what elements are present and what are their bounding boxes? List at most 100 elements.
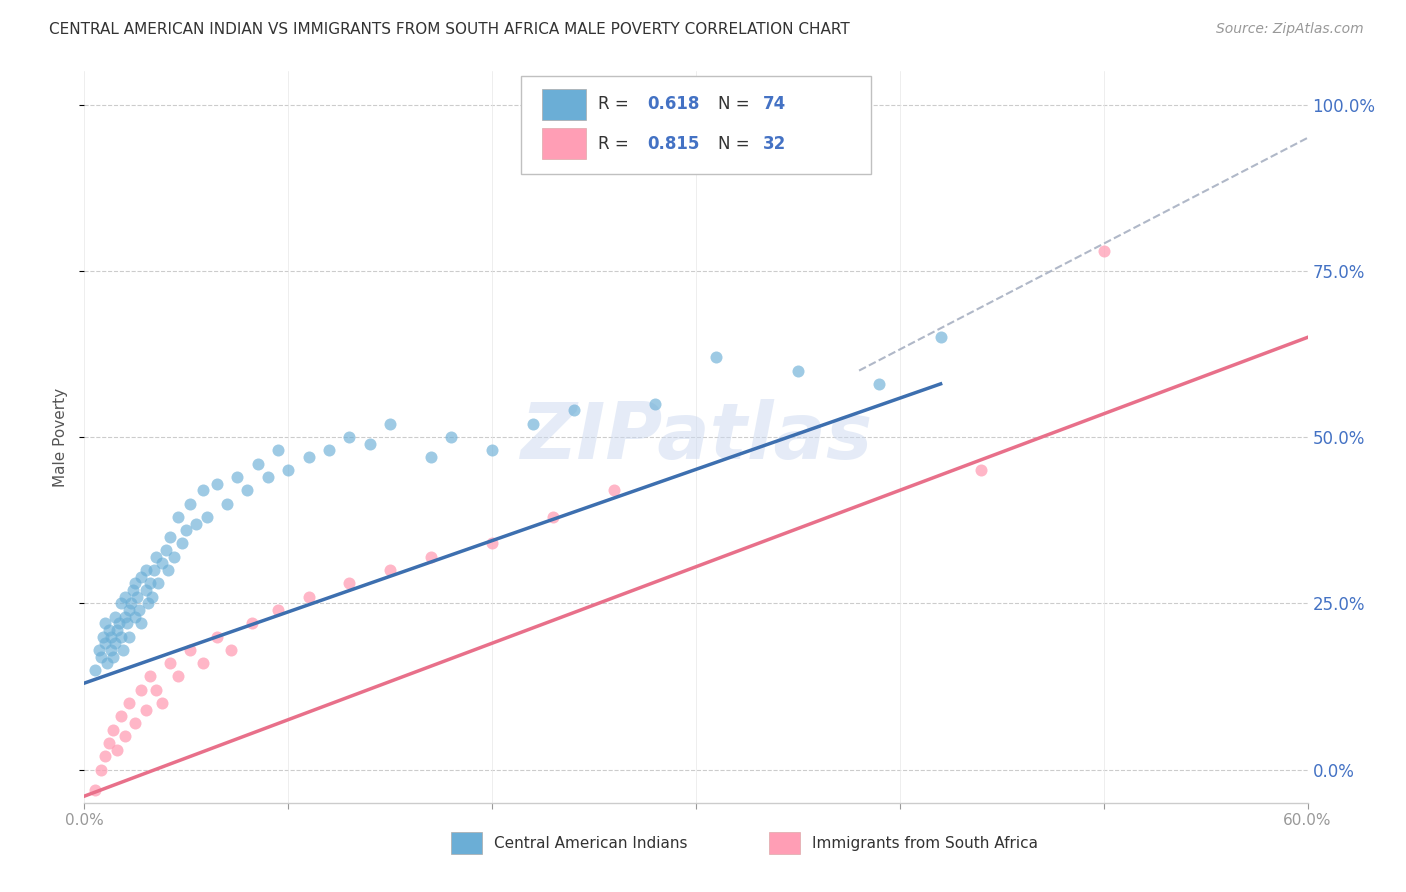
Point xyxy=(603,483,626,498)
Point xyxy=(110,709,132,723)
Point xyxy=(105,623,128,637)
Text: 0.815: 0.815 xyxy=(647,135,699,153)
Point xyxy=(163,549,186,564)
Point xyxy=(562,403,585,417)
Point xyxy=(136,596,159,610)
Point xyxy=(97,736,120,750)
Point xyxy=(100,630,122,644)
Point xyxy=(118,630,141,644)
Point xyxy=(267,443,290,458)
Point xyxy=(142,563,165,577)
FancyBboxPatch shape xyxy=(522,77,870,175)
Point xyxy=(104,609,127,624)
Point xyxy=(318,443,340,458)
Point xyxy=(420,549,443,564)
Point xyxy=(257,470,280,484)
Point xyxy=(246,457,269,471)
Point xyxy=(150,557,173,571)
Point xyxy=(108,616,131,631)
Point xyxy=(159,530,181,544)
Point xyxy=(145,549,167,564)
Point xyxy=(167,669,190,683)
Point xyxy=(100,643,122,657)
Point xyxy=(869,376,891,391)
Point xyxy=(87,643,110,657)
Point xyxy=(135,582,157,597)
Point xyxy=(141,590,163,604)
Point xyxy=(277,463,299,477)
Point xyxy=(156,563,179,577)
Text: R =: R = xyxy=(598,135,634,153)
Point xyxy=(146,576,169,591)
Y-axis label: Male Poverty: Male Poverty xyxy=(53,387,69,487)
Point xyxy=(298,450,321,464)
Point xyxy=(1092,244,1115,258)
Point xyxy=(929,330,952,344)
Point xyxy=(131,570,153,584)
Point xyxy=(114,609,136,624)
Point xyxy=(159,656,181,670)
Text: CENTRAL AMERICAN INDIAN VS IMMIGRANTS FROM SOUTH AFRICA MALE POVERTY CORRELATION: CENTRAL AMERICAN INDIAN VS IMMIGRANTS FR… xyxy=(49,22,851,37)
Point xyxy=(118,696,141,710)
Point xyxy=(191,656,214,670)
Point xyxy=(179,643,201,657)
Point xyxy=(174,523,197,537)
Point xyxy=(131,682,153,697)
Text: R =: R = xyxy=(598,95,634,113)
Point xyxy=(112,643,135,657)
Point xyxy=(124,716,146,731)
Point xyxy=(205,476,228,491)
Text: Central American Indians: Central American Indians xyxy=(494,836,688,851)
Point xyxy=(114,590,136,604)
Text: N =: N = xyxy=(718,95,755,113)
Point xyxy=(120,596,142,610)
Point xyxy=(138,669,160,683)
Point xyxy=(172,536,194,550)
Text: Immigrants from South Africa: Immigrants from South Africa xyxy=(813,836,1038,851)
Point xyxy=(155,543,177,558)
Point xyxy=(110,596,132,610)
Point xyxy=(83,782,105,797)
Point xyxy=(481,536,503,550)
Point xyxy=(543,509,565,524)
Point xyxy=(127,590,149,604)
Point xyxy=(124,576,146,591)
Point xyxy=(110,630,132,644)
Point xyxy=(96,656,118,670)
Point xyxy=(104,636,127,650)
FancyBboxPatch shape xyxy=(451,832,482,854)
Point xyxy=(128,603,150,617)
Point xyxy=(240,616,263,631)
Text: ZIPatlas: ZIPatlas xyxy=(520,399,872,475)
Point xyxy=(380,417,402,431)
Point xyxy=(481,443,503,458)
Point xyxy=(124,609,146,624)
Point xyxy=(787,363,810,377)
Point xyxy=(236,483,259,498)
Point xyxy=(179,497,201,511)
Point xyxy=(191,483,214,498)
Point xyxy=(118,603,141,617)
Text: 74: 74 xyxy=(763,95,786,113)
Point xyxy=(135,563,157,577)
Text: Source: ZipAtlas.com: Source: ZipAtlas.com xyxy=(1216,22,1364,37)
Point xyxy=(359,436,381,450)
Point xyxy=(226,470,249,484)
FancyBboxPatch shape xyxy=(541,128,586,159)
Point xyxy=(93,636,115,650)
Point xyxy=(131,616,153,631)
Point xyxy=(644,397,666,411)
Point xyxy=(97,623,120,637)
Point xyxy=(105,742,128,756)
Point xyxy=(122,582,145,597)
FancyBboxPatch shape xyxy=(769,832,800,854)
Point xyxy=(135,703,157,717)
Point xyxy=(298,590,321,604)
Point xyxy=(138,576,160,591)
Point xyxy=(186,516,208,531)
Point xyxy=(90,763,112,777)
FancyBboxPatch shape xyxy=(541,89,586,120)
Text: 0.618: 0.618 xyxy=(647,95,699,113)
Point xyxy=(970,463,993,477)
Point xyxy=(93,749,115,764)
